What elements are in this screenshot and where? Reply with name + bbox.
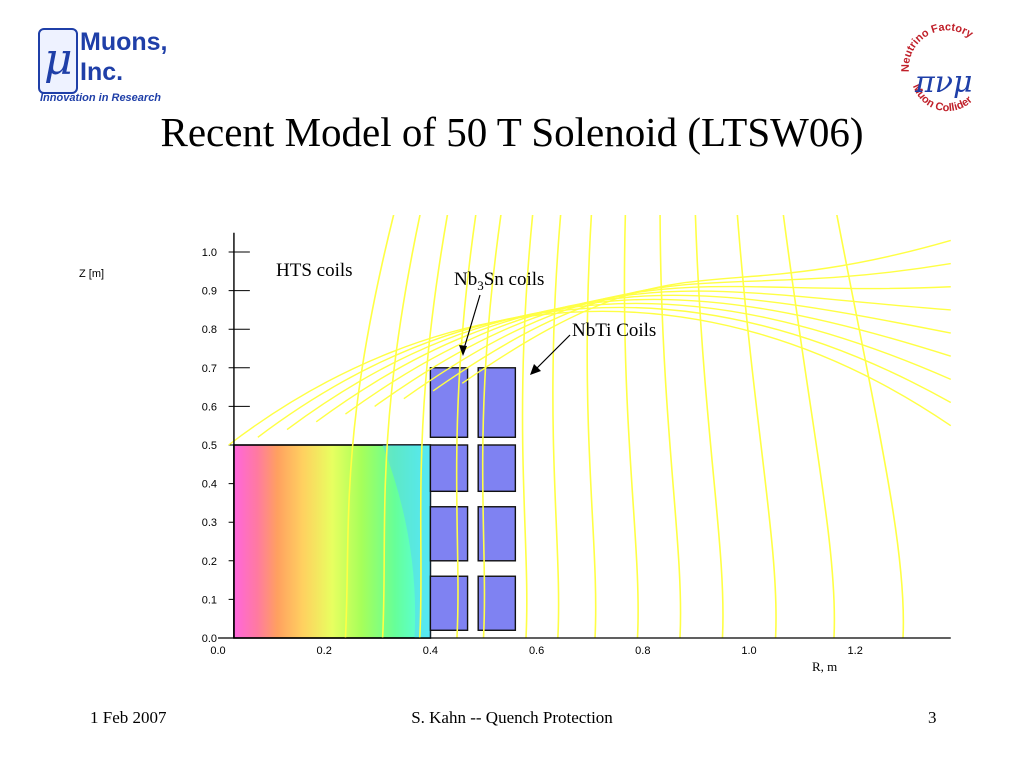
logo-company-line2: Inc.: [80, 58, 124, 86]
field-line: [586, 215, 597, 639]
field-line-outer: [315, 298, 951, 423]
field-lines: [228, 215, 952, 639]
logo-tagline: Innovation in Research: [40, 92, 162, 104]
logo-center-symbols: πνμ: [914, 65, 972, 100]
field-line: [694, 215, 724, 639]
x-tick-label: 0.2: [317, 645, 332, 657]
y-tick-label: 0.9: [202, 286, 217, 298]
field-line-outer: [374, 290, 951, 407]
neutrino-factory-muon-collider-logo: Neutrino Factory Muon Collider πνμ: [895, 20, 995, 120]
field-line: [782, 215, 836, 639]
axes: [218, 232, 951, 639]
field-plot-svg: 0.0 0.1 0.2 0.3 0.4 0.5 0.6 0.7 0.8 0.9 1.0 0.0 0.2 0…: [79, 215, 952, 674]
nbti-coils-label: NbTi Coils: [572, 320, 656, 341]
field-line-outer: [461, 239, 951, 384]
field-line: [521, 215, 534, 639]
y-tick-label: 0.6: [202, 401, 217, 413]
field-line: [552, 215, 562, 639]
y-tick-label: 0.8: [202, 324, 217, 336]
y-tick-label: 0.7: [202, 363, 217, 375]
nbti-arrow: [533, 334, 571, 372]
y-tick-label: 0.3: [202, 517, 217, 529]
nb3sn-arrow: [462, 294, 481, 353]
nbti-arrowhead: [530, 364, 541, 375]
y-tick-label: 0.2: [202, 556, 217, 568]
coil-block: [429, 506, 469, 562]
hts-blue-gradient: [382, 445, 431, 638]
field-line: [418, 215, 449, 639]
mu-logo-box: μ: [38, 28, 78, 94]
y-tick-label: 1.0: [202, 247, 217, 259]
field-line: [659, 215, 682, 639]
field-line: [836, 215, 905, 639]
field-line-outer: [432, 262, 951, 392]
slide-title: Recent Model of 50 T Solenoid (LTSW06): [160, 109, 864, 155]
x-tick-label: 0.4: [423, 645, 438, 657]
x-tick-label: 1.2: [848, 645, 863, 657]
logo-company-line1: Muons,: [80, 28, 168, 56]
axis-ticks: 0.0 0.1 0.2 0.3 0.4 0.5 0.6 0.7 0.8 0.9 1.0 0.0 0.2 0…: [202, 247, 863, 657]
coil-block: [429, 444, 469, 493]
x-tick-label: 1.0: [741, 645, 756, 657]
x-tick-label: 0.6: [529, 645, 544, 657]
muons-inc-logo: μ Muons, Inc. Innovation in Research: [38, 28, 188, 108]
coil-regions: [233, 367, 517, 639]
footer-page-number: 3: [928, 708, 937, 727]
nb3sn-coils-label: Nb3Sn coils: [454, 269, 544, 293]
y-tick-label: 0.4: [202, 479, 217, 491]
field-line-outer: [403, 285, 951, 400]
y-axis-label: Z [m]: [79, 268, 104, 280]
field-line: [623, 215, 639, 639]
x-tick-label: 0.0: [210, 645, 225, 657]
x-tick-label: 0.8: [635, 645, 650, 657]
coil-block: [429, 575, 469, 631]
hts-coils-label: HTS coils: [276, 260, 353, 281]
y-tick-label: 0.1: [202, 594, 217, 606]
field-line: [455, 215, 477, 639]
field-line-outer: [257, 306, 952, 438]
coil-block: [429, 367, 469, 438]
field-line: [344, 215, 395, 639]
x-axis-label: R, m: [812, 659, 837, 674]
coil-block: [477, 444, 517, 493]
field-line: [736, 215, 777, 639]
y-tick-label: 0.0: [202, 633, 217, 645]
field-line-outer: [345, 294, 951, 415]
mu-symbol: μ: [44, 34, 73, 85]
field-line: [481, 215, 502, 639]
footer-date: 1 Feb 2007: [90, 708, 167, 727]
field-line: [381, 215, 421, 639]
solenoid-field-plot: 0.0 0.1 0.2 0.3 0.4 0.5 0.6 0.7 0.8 0.9 1.0 0.0 0.2 0…: [70, 215, 960, 685]
nfmc-logo-graphic: Neutrino Factory Muon Collider πνμ: [900, 21, 976, 114]
y-tick-label: 0.5: [202, 440, 217, 452]
footer-center: S. Kahn -- Quench Protection: [411, 708, 613, 727]
nb3sn-arrowhead: [459, 345, 467, 356]
